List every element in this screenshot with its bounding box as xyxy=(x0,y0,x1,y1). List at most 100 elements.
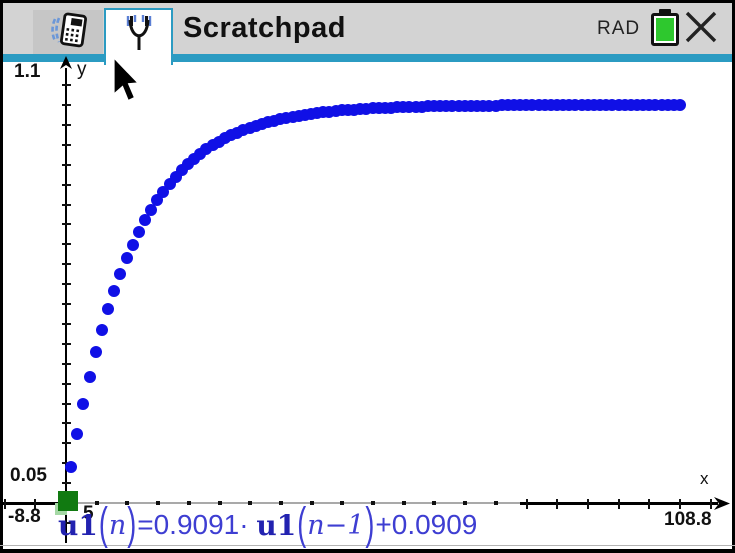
battery-cap xyxy=(659,9,671,14)
x-axis-tick xyxy=(432,501,437,505)
y-axis-tick xyxy=(61,263,71,266)
bottom-frame xyxy=(0,549,735,553)
y-axis-tick xyxy=(61,123,71,126)
x-axis-name: x xyxy=(700,469,709,488)
window-xmax-label[interactable]: 108.8 xyxy=(664,509,712,530)
battery-body xyxy=(651,13,679,46)
y-axis-name: y xyxy=(77,59,87,80)
equation-segment: n xyxy=(108,509,127,541)
x-axis-tick xyxy=(3,499,6,509)
sequence-point[interactable] xyxy=(71,427,84,440)
page-title: Scratchpad xyxy=(183,12,346,44)
x-axis-tick xyxy=(248,501,253,505)
y-axis-tick xyxy=(61,342,71,345)
x-axis-tick xyxy=(463,501,468,505)
y-axis-tick xyxy=(61,422,71,425)
equation-segment: n xyxy=(307,509,325,541)
y-axis-tick xyxy=(61,382,71,385)
equation-segment: ( xyxy=(297,498,307,548)
equation-segment: −1 xyxy=(324,509,365,541)
axis-ticks-layer xyxy=(0,62,735,545)
x-axis-gray-segment xyxy=(66,502,520,504)
y-axis-tick xyxy=(61,283,71,286)
sequence-point[interactable] xyxy=(83,370,96,383)
y-axis-tick xyxy=(61,402,71,405)
equation-segment: =0.9091· xyxy=(137,509,249,540)
angle-mode-indicator: RAD xyxy=(597,18,641,39)
equation-segment: u1 xyxy=(256,508,297,542)
x-axis-arrow xyxy=(714,497,730,510)
bottom-separator xyxy=(0,545,735,546)
y-axis-tick xyxy=(61,223,71,226)
equation-segment xyxy=(249,509,257,541)
tab-calculate[interactable] xyxy=(33,10,103,54)
sequence-point[interactable] xyxy=(114,267,127,280)
y-axis-tick xyxy=(61,143,71,146)
y-axis-tick xyxy=(61,243,71,246)
graph-view[interactable]: y x 1.1 0.05 -8.8 108.8 5 u1(n) =0.9091· … xyxy=(0,56,735,548)
x-axis-left-segment xyxy=(0,502,66,505)
x-axis-tick xyxy=(401,501,406,505)
window-ymax-label[interactable]: 1.1 xyxy=(14,61,41,82)
x-axis-tick xyxy=(493,501,498,505)
sequence-point[interactable] xyxy=(108,284,121,297)
y-axis-tick xyxy=(61,183,71,186)
x-tick-label: 5 xyxy=(83,503,94,524)
y-axis-tick xyxy=(61,203,71,206)
x-axis-tick xyxy=(340,501,345,505)
sequence-point[interactable] xyxy=(126,238,139,251)
y-axis-tick xyxy=(61,482,71,485)
y-axis-tick xyxy=(61,303,71,305)
titlebar-accent-line xyxy=(3,54,732,62)
equation-segment: ) xyxy=(127,498,137,548)
y-axis-tick xyxy=(61,521,71,524)
x-axis-tick xyxy=(709,499,712,509)
x-axis-tick xyxy=(648,499,651,509)
sequence-point[interactable] xyxy=(120,252,133,265)
equation-segment: u1 xyxy=(58,508,98,542)
y-axis-tick xyxy=(61,322,71,325)
x-axis-tick xyxy=(186,501,191,505)
close-icon[interactable] xyxy=(682,10,720,44)
equation-segment: ) xyxy=(365,498,375,548)
y-axis-tick xyxy=(61,104,71,106)
sequence-point[interactable] xyxy=(102,303,115,316)
sequence-point[interactable] xyxy=(138,214,151,227)
sequence-point[interactable] xyxy=(145,203,158,216)
y-tick-label: 0.05 xyxy=(10,465,47,486)
x-axis-tick xyxy=(679,499,681,509)
battery-level-fill xyxy=(656,18,674,41)
sequence-point[interactable] xyxy=(132,225,145,238)
y-axis-tick xyxy=(61,362,71,365)
mouse-cursor xyxy=(113,57,140,102)
tab-graph[interactable] xyxy=(104,8,173,65)
sequence-point[interactable] xyxy=(65,460,78,473)
y-axis-tick xyxy=(61,442,71,445)
x-axis-tick xyxy=(156,501,161,505)
recursion-equation[interactable]: u1(n) =0.9091· u1(n −1) +0.0909 xyxy=(58,498,478,547)
x-axis-tick xyxy=(34,499,37,509)
x-axis-tick xyxy=(525,499,528,509)
x-axis-tick xyxy=(278,501,283,505)
initial-term-marker[interactable] xyxy=(58,491,78,511)
x-axis-tick xyxy=(217,501,222,505)
sequence-point[interactable] xyxy=(77,398,90,411)
y-axis-arrow xyxy=(60,56,72,69)
sequence-point[interactable] xyxy=(89,346,102,359)
plot-points-layer[interactable] xyxy=(0,62,735,545)
sequence-point[interactable] xyxy=(95,323,108,336)
x-axis-tick xyxy=(309,501,314,505)
x-axis-tick xyxy=(556,499,559,509)
x-axis-tick xyxy=(586,499,589,509)
x-axis-tick xyxy=(94,501,99,505)
x-axis-tick xyxy=(617,499,620,509)
graph-parabola-icon xyxy=(116,14,162,61)
sequence-point[interactable] xyxy=(674,99,686,112)
y-axis-tick xyxy=(61,84,71,87)
battery-icon xyxy=(651,9,679,47)
equation-segment: +0.0909 xyxy=(375,509,478,540)
window-xmin-label[interactable]: -8.8 xyxy=(8,506,41,527)
y-axis xyxy=(65,68,67,543)
y-axis-tick xyxy=(61,163,71,166)
